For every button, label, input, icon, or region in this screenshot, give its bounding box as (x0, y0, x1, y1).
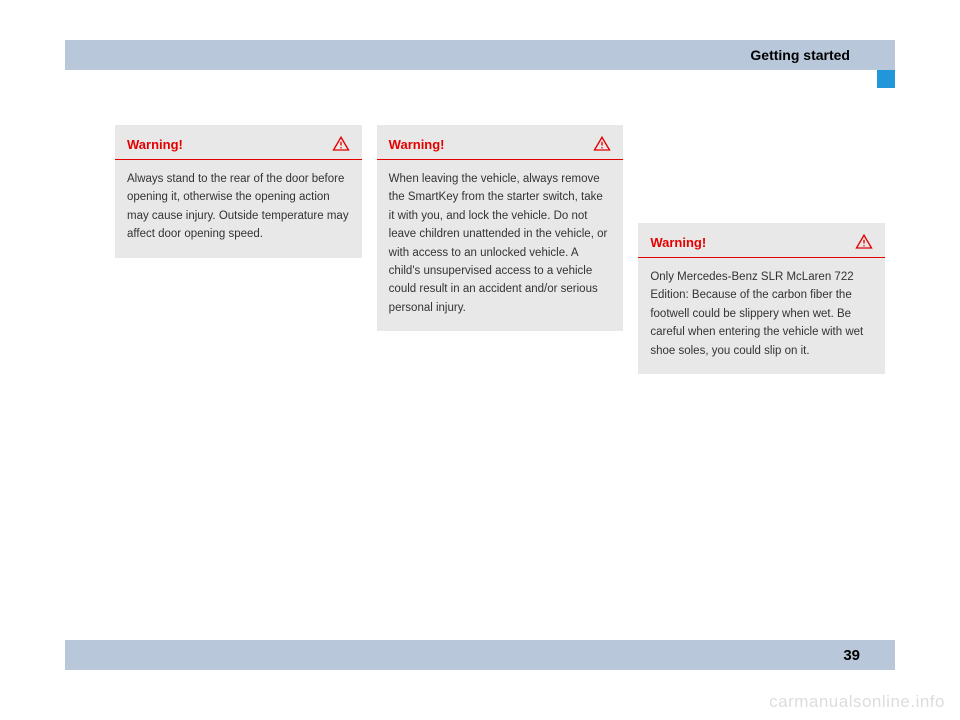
warning-box-3: Warning! Only Mercedes-Benz SLR McLaren … (638, 223, 885, 374)
warning-triangle-icon (593, 135, 611, 153)
column-1: Warning! Always stand to the rear of the… (115, 125, 362, 384)
watermark: carmanualsonline.info (769, 692, 945, 712)
footer-bar: 39 (65, 640, 895, 670)
warning-box-2: Warning! When leaving the vehicle, alway… (377, 125, 624, 331)
warning-title: Warning! (389, 137, 445, 152)
warning-body: When leaving the vehicle, always remove … (377, 160, 624, 331)
warning-header: Warning! (377, 125, 624, 160)
column-2: Warning! When leaving the vehicle, alway… (377, 125, 624, 384)
header-title: Getting started (750, 47, 850, 63)
header-bar: Getting started (65, 40, 895, 70)
warning-title: Warning! (127, 137, 183, 152)
content-area: Warning! Always stand to the rear of the… (115, 125, 885, 384)
spacer (638, 125, 885, 223)
warning-box-1: Warning! Always stand to the rear of the… (115, 125, 362, 258)
warning-body: Always stand to the rear of the door bef… (115, 160, 362, 258)
warning-title: Warning! (650, 235, 706, 250)
header-marker (877, 70, 895, 88)
warning-header: Warning! (115, 125, 362, 160)
warning-header: Warning! (638, 223, 885, 258)
warning-triangle-icon (332, 135, 350, 153)
warning-triangle-icon (855, 233, 873, 251)
warning-body: Only Mercedes-Benz SLR McLaren 722 Editi… (638, 258, 885, 374)
column-3: Warning! Only Mercedes-Benz SLR McLaren … (638, 125, 885, 384)
page-number: 39 (843, 647, 860, 664)
